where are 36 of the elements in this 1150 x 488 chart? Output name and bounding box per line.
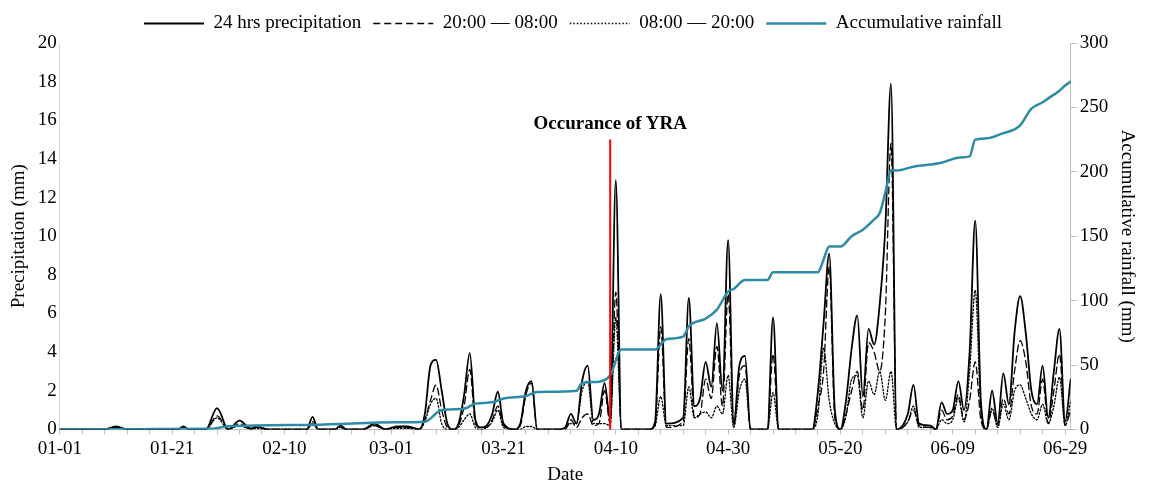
- x-tick-label: 03-21: [481, 436, 526, 458]
- x-tick-label: 04-10: [593, 436, 638, 458]
- y2-tick-label: 250: [1079, 95, 1109, 117]
- y-tick-label: 20: [37, 30, 57, 52]
- x-tick-label: 01-01: [37, 436, 82, 458]
- y2-tick-label: 150: [1079, 224, 1109, 246]
- legend-label: 20:00 — 08:00: [442, 11, 558, 33]
- y2-tick-label: 0: [1079, 417, 1090, 439]
- y-tick-label: 0: [47, 417, 57, 439]
- y2-tick-label: 50: [1079, 352, 1099, 374]
- y-tick-label: 10: [37, 224, 57, 246]
- y-tick-label: 16: [37, 108, 57, 130]
- x-axis-title: Date: [547, 462, 584, 484]
- x-tick-label: 02-10: [262, 436, 307, 458]
- y-tick-label: 12: [37, 185, 57, 207]
- y-tick-label: 6: [47, 301, 57, 323]
- y2-tick-label: 300: [1079, 30, 1109, 52]
- y2-axis-title: Accumulative rainfall (mm): [1116, 129, 1139, 343]
- x-tick-label: 04-30: [705, 436, 751, 458]
- legend-label: 24 hrs precipitation: [213, 11, 362, 33]
- x-tick-label: 03-01: [368, 436, 414, 458]
- y-axis-title: Precipitation (mm): [7, 164, 30, 309]
- x-tick-label: 06-09: [930, 436, 975, 458]
- legend-label: 08:00 — 20:00: [639, 11, 755, 33]
- x-tick-label: 01-21: [149, 436, 195, 458]
- legend-label: Accumulative rainfall: [835, 11, 1003, 33]
- y2-tick-label: 200: [1079, 159, 1109, 181]
- x-tick-label: 05-20: [818, 436, 863, 458]
- y-tick-label: 4: [47, 340, 58, 362]
- y2-tick-label: 100: [1079, 288, 1109, 310]
- y-tick-label: 8: [47, 262, 57, 284]
- y-tick-label: 18: [37, 69, 57, 91]
- ref-line-label: Occurance of YRA: [533, 112, 688, 134]
- x-tick-label: 06-29: [1042, 436, 1088, 458]
- y-tick-label: 14: [37, 146, 58, 168]
- y-tick-label: 2: [47, 378, 57, 400]
